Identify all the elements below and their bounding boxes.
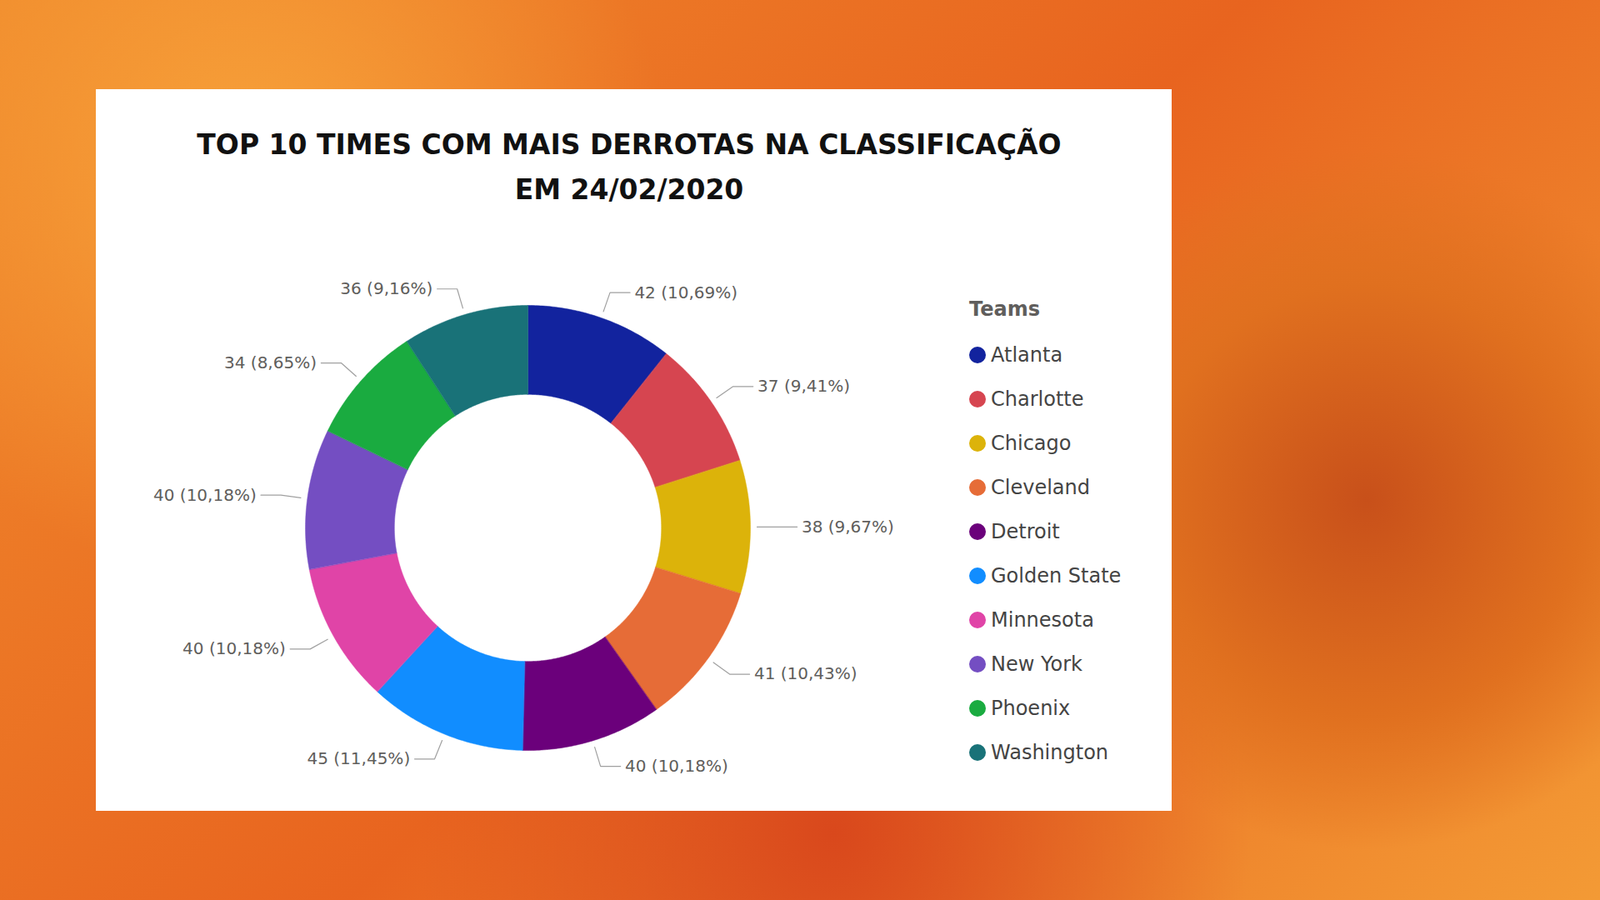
svg-text:37 (9,41%): 37 (9,41%) <box>757 375 850 396</box>
html-text:TOP 10 TIMES COM MAIS DERROTAS: TOP 10 TIMES COM MAIS DERROTAS NA CLASSI… <box>196 128 1062 206</box>
html-text:Detroit: Detroit <box>990 519 1060 543</box>
svg-text:38 (9,67%): 38 (9,67%) <box>801 516 895 537</box>
html-text:Atlanta: Atlanta <box>990 342 1063 367</box>
svg-text:45 (11,45%): 45 (11,45%) <box>307 748 411 769</box>
svg-text:34 (8,65%): 34 (8,65%) <box>224 352 317 373</box>
html-text:New York: New York <box>990 652 1083 676</box>
html-text:Chicago: Chicago <box>990 431 1072 455</box>
html-text:Minnesota: Minnesota <box>990 607 1095 632</box>
html-text:Washington: Washington <box>990 740 1109 764</box>
svg-text:41 (10,43%): 41 (10,43%) <box>754 663 858 684</box>
html-text:Teams: Teams <box>969 297 1040 321</box>
html-text:Phoenix: Phoenix <box>990 696 1071 720</box>
svg-text:40 (10,18%): 40 (10,18%) <box>182 638 286 659</box>
svg-text:40 (10,18%): 40 (10,18%) <box>153 485 257 505</box>
svg-text:42 (10,69%): 42 (10,69%) <box>634 282 738 303</box>
html-text:Charlotte: Charlotte <box>990 387 1084 411</box>
svg-text:40 (10,18%): 40 (10,18%) <box>625 755 729 776</box>
svg-text:36 (9,16%): 36 (9,16%) <box>340 278 433 299</box>
html-text:Cleveland: Cleveland <box>990 475 1090 499</box>
html-text:Golden State: Golden State <box>990 563 1122 588</box>
